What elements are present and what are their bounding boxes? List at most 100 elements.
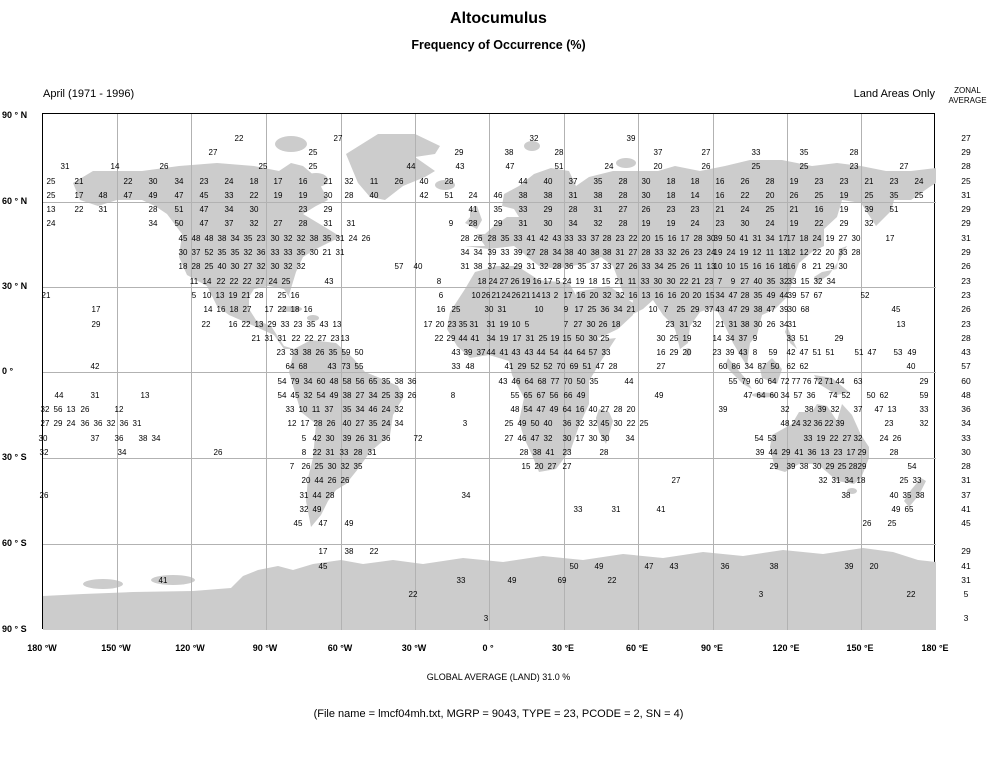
grid-value: 59 bbox=[919, 391, 929, 400]
grid-value: 52 bbox=[860, 291, 870, 300]
grid-value: 52 bbox=[543, 362, 553, 371]
grid-value: 33 bbox=[602, 262, 612, 271]
grid-value: 32 bbox=[394, 405, 404, 414]
grid-value: 24 bbox=[690, 219, 700, 228]
page-title: Altocumulus bbox=[450, 10, 547, 27]
grid-value: 16 bbox=[752, 262, 762, 271]
grid-value: 8 bbox=[801, 262, 807, 271]
grid-value: 37 bbox=[590, 234, 600, 243]
grid-value: 53 bbox=[767, 434, 777, 443]
grid-value: 32 bbox=[602, 291, 612, 300]
grid-value: 30 bbox=[740, 219, 750, 228]
zonal-average-value: 27 bbox=[961, 133, 971, 143]
zonal-average-value: 3 bbox=[963, 613, 969, 623]
grid-value: 23 bbox=[889, 177, 899, 186]
grid-value: 47 bbox=[728, 291, 738, 300]
zonal-average-value: 45 bbox=[961, 518, 971, 528]
grid-value: 37 bbox=[738, 334, 748, 343]
grid-value: 55 bbox=[510, 391, 520, 400]
grid-value: 45 bbox=[600, 419, 610, 428]
grid-value: 8 bbox=[436, 277, 442, 286]
grid-value: 19 bbox=[839, 191, 849, 200]
grid-value: 42 bbox=[786, 348, 796, 357]
grid-value: 13 bbox=[641, 291, 651, 300]
grid-value: 20 bbox=[589, 291, 599, 300]
grid-value: 64 bbox=[576, 348, 586, 357]
grid-value: 16 bbox=[656, 348, 666, 357]
grid-value: 32 bbox=[106, 419, 116, 428]
grid-value: 24 bbox=[706, 248, 716, 257]
zonal-average-value: 41 bbox=[961, 561, 971, 571]
grid-value: 21 bbox=[74, 177, 84, 186]
grid-value: 3 bbox=[758, 590, 764, 599]
grid-value: 33 bbox=[751, 148, 761, 157]
grid-value: 26 bbox=[862, 519, 872, 528]
grid-value: 9 bbox=[563, 305, 569, 314]
grid-value: 20 bbox=[534, 462, 544, 471]
latitude-gridline bbox=[43, 287, 936, 288]
grid-value: 25 bbox=[258, 162, 268, 171]
grid-value: 46 bbox=[511, 377, 521, 386]
grid-value: 25 bbox=[600, 334, 610, 343]
grid-value: 30 bbox=[586, 320, 596, 329]
grid-value: 34 bbox=[473, 248, 483, 257]
grid-value: 38 bbox=[309, 234, 319, 243]
grid-value: 25 bbox=[504, 419, 514, 428]
grid-value: 32 bbox=[243, 248, 253, 257]
grid-value: 16 bbox=[216, 305, 226, 314]
grid-value: 18 bbox=[690, 177, 700, 186]
grid-value: 13 bbox=[340, 334, 350, 343]
grid-value: 43 bbox=[669, 562, 679, 571]
grid-value: 34 bbox=[174, 177, 184, 186]
grid-value: 22 bbox=[369, 547, 379, 556]
grid-value: 30 bbox=[588, 334, 598, 343]
grid-value: 40 bbox=[419, 177, 429, 186]
longitude-tick-label: 180 °W bbox=[27, 643, 57, 653]
grid-value: 37 bbox=[191, 248, 201, 257]
grid-value: 31 bbox=[325, 448, 335, 457]
grid-value: 27 bbox=[899, 162, 909, 171]
grid-value: 35 bbox=[230, 248, 240, 257]
grid-value: 23 bbox=[330, 334, 340, 343]
grid-value: 52 bbox=[204, 248, 214, 257]
grid-value: 17 bbox=[680, 234, 690, 243]
zonal-average-value: 41 bbox=[961, 504, 971, 514]
grid-value: 44 bbox=[536, 348, 546, 357]
grid-value: 37 bbox=[224, 219, 234, 228]
grid-value: 40 bbox=[543, 419, 553, 428]
grid-value: 39 bbox=[864, 205, 874, 214]
grid-value: 22 bbox=[201, 320, 211, 329]
grid-value: 19 bbox=[521, 277, 531, 286]
grid-value: 35 bbox=[458, 320, 468, 329]
grid-value: 38 bbox=[593, 191, 603, 200]
grid-value: 34 bbox=[394, 419, 404, 428]
grid-value: 27 bbox=[656, 362, 666, 371]
grid-value: 70 bbox=[563, 377, 573, 386]
grid-value: 41 bbox=[739, 234, 749, 243]
grid-value: 5 bbox=[301, 434, 307, 443]
grid-value: 6 bbox=[438, 291, 444, 300]
grid-value: 26 bbox=[511, 291, 521, 300]
grid-value: 30 bbox=[230, 262, 240, 271]
grid-value: 17 bbox=[563, 291, 573, 300]
grid-value: 44 bbox=[768, 448, 778, 457]
grid-value: 42 bbox=[312, 434, 322, 443]
grid-value: 16 bbox=[628, 291, 638, 300]
grid-value: 50 bbox=[770, 362, 780, 371]
grid-value: 22 bbox=[241, 320, 251, 329]
grid-value: 28 bbox=[552, 262, 562, 271]
grid-value: 34 bbox=[151, 434, 161, 443]
japan-shape bbox=[814, 246, 847, 283]
grid-value: 31 bbox=[525, 334, 535, 343]
grid-value: 27 bbox=[562, 462, 572, 471]
grid-value: 19 bbox=[713, 248, 723, 257]
grid-value: 26 bbox=[481, 291, 491, 300]
grid-value: 32 bbox=[303, 391, 313, 400]
grid-value: 28 bbox=[487, 234, 497, 243]
grid-value: 11 bbox=[627, 277, 637, 286]
grid-value: 30 bbox=[812, 462, 822, 471]
grid-value: 13 bbox=[66, 405, 76, 414]
grid-value: 26 bbox=[680, 248, 690, 257]
grid-value: 38 bbox=[590, 248, 600, 257]
grid-value: 67 bbox=[536, 391, 546, 400]
